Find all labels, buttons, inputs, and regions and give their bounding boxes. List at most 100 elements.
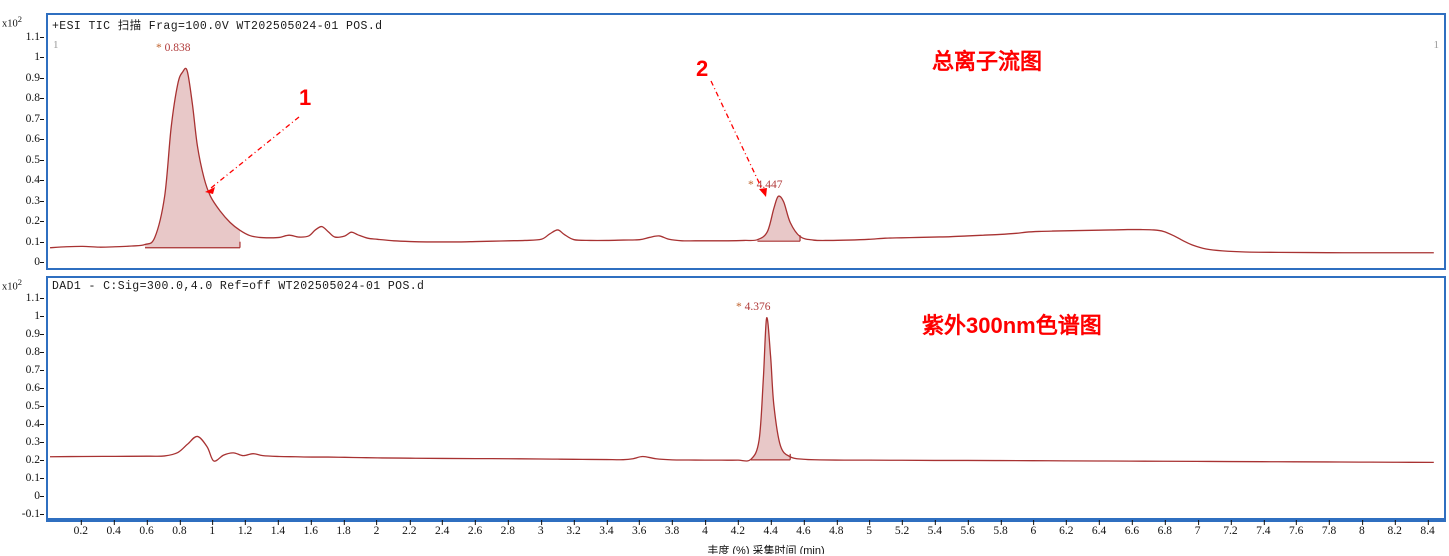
x-tick-mark — [1296, 520, 1298, 525]
y-tick-mark — [40, 478, 44, 479]
x-axis-tick: 5.4 — [928, 520, 942, 537]
x-axis-tick: 6.2 — [1059, 520, 1073, 537]
y-axis-tick: 0.3 — [26, 195, 44, 207]
y-tick-mark — [40, 200, 44, 202]
x-axis: 丰度 (%) 采集时间 (min) 0.2 0.4 0.6 0.8 1 1.2 1.4 1.6… — [46, 520, 1446, 556]
x-axis-tick: 6.6 — [1125, 520, 1139, 537]
x-axis-tick: 2.4 — [435, 520, 449, 537]
y-tick-mark — [40, 316, 44, 317]
x-tick-mark — [1033, 520, 1035, 525]
dad-panel[interactable]: DAD1 - C:Sig=300.0,4.0 Ref=off WT2025050… — [46, 276, 1446, 520]
x-axis-tick: 7.2 — [1223, 520, 1238, 537]
x-tick-mark — [1197, 520, 1199, 525]
y-axis-tick: 0.2 — [26, 454, 44, 466]
x-tick-mark — [606, 520, 608, 525]
dad-exponent-base: x10 — [2, 281, 18, 293]
x-tick-mark — [672, 520, 674, 525]
x-tick-mark — [934, 520, 936, 525]
x-axis-tick: 0.4 — [107, 520, 121, 537]
peak-star-icon: * — [736, 301, 742, 313]
x-axis-tick: 0.2 — [74, 520, 88, 537]
x-tick-mark — [1329, 520, 1331, 525]
dad-exponent-power: 2 — [17, 277, 22, 287]
x-tick-mark — [1000, 520, 1002, 525]
tic-corner-left-marker: 1 — [53, 39, 59, 51]
y-axis-tick: 0.8 — [26, 346, 44, 358]
x-tick-mark — [803, 520, 805, 525]
dad-plot-area[interactable] — [48, 278, 1444, 518]
x-tick-mark — [376, 520, 378, 525]
x-tick-mark — [869, 520, 871, 525]
y-tick-mark — [40, 424, 44, 425]
chromatogram-trace — [49, 317, 1434, 464]
x-axis-tick: 3.8 — [665, 520, 679, 537]
x-axis-tick: 5.2 — [895, 520, 909, 537]
tic-annotation-text: 总离子流图 — [932, 49, 1043, 74]
x-axis-tick: 1.2 — [238, 520, 252, 537]
x-tick-mark — [1099, 520, 1101, 525]
x-axis-tick: 7.4 — [1256, 520, 1271, 537]
x-tick-mark — [179, 520, 181, 525]
x-axis-tick: 4.6 — [796, 520, 811, 537]
x-axis-tick: 4.8 — [829, 520, 844, 537]
dad-y-axis: 1.1 1 0.9 0.8 0.7 0.6 0.5 0.4 0.3 0.2 0.1 0 -0.1 — [0, 276, 44, 520]
callout-number-2: 2 — [696, 56, 709, 81]
x-tick-mark — [1361, 520, 1363, 525]
x-axis-tick: 4.2 — [731, 520, 745, 537]
tic-trace-svg — [49, 67, 1434, 254]
y-tick-mark — [40, 98, 44, 100]
tic-peak-1-rt: 0.838 — [164, 42, 191, 54]
x-tick-mark — [507, 520, 509, 525]
x-axis-line — [46, 520, 1446, 522]
y-tick-mark — [40, 241, 44, 243]
x-tick-mark — [245, 520, 247, 525]
y-axis-tick: 0.4 — [26, 418, 44, 430]
y-axis-tick: 0 — [34, 256, 44, 268]
y-tick-mark — [40, 180, 44, 182]
x-tick-mark — [343, 520, 345, 525]
x-axis-tick: 7.8 — [1322, 520, 1336, 537]
x-axis-tick: 3.6 — [632, 520, 646, 537]
tic-exponent-power: 2 — [17, 14, 22, 24]
y-axis-tick: 0.4 — [26, 174, 44, 186]
x-axis-tick: 1 — [209, 520, 215, 537]
x-axis-tick: 0.8 — [172, 520, 187, 537]
x-axis-tick: 3 — [538, 520, 544, 537]
y-axis-tick: 0.9 — [26, 72, 44, 84]
tic-panel[interactable]: +ESI TIC 扫描 Frag=100.0V WT202505024-01 P… — [46, 13, 1446, 270]
y-tick-mark — [40, 388, 44, 389]
y-tick-mark — [40, 460, 44, 461]
x-tick-mark — [836, 520, 838, 525]
peak-star-icon: * — [156, 42, 162, 54]
x-tick-mark — [770, 520, 772, 525]
x-axis-tick: 3.4 — [599, 520, 614, 537]
y-tick-mark — [40, 298, 44, 299]
x-axis-tick: 1.4 — [271, 520, 285, 537]
x-tick-mark — [1131, 520, 1133, 525]
y-axis-tick: 0.1 — [26, 236, 44, 248]
x-tick-mark — [540, 520, 542, 525]
x-tick-mark — [113, 520, 115, 525]
tic-plot-area[interactable] — [48, 15, 1444, 268]
x-tick-mark — [704, 520, 706, 525]
y-tick-mark — [40, 352, 44, 353]
y-tick-mark — [40, 334, 44, 335]
x-tick-mark — [1066, 520, 1068, 525]
y-axis-tick: 0.6 — [26, 382, 44, 394]
y-axis-tick: 0.8 — [26, 92, 44, 104]
y-tick-mark — [40, 159, 44, 161]
x-tick-mark — [902, 520, 904, 525]
x-axis-tick: 6 — [1031, 520, 1036, 537]
integrated-peak-fill — [144, 68, 240, 248]
y-tick-mark — [40, 77, 44, 79]
x-axis-tick: 8.2 — [1388, 520, 1402, 537]
x-axis-tick: 7 — [1195, 520, 1201, 537]
x-axis-tick: 6.8 — [1158, 520, 1172, 537]
y-axis-tick: 0.1 — [26, 472, 44, 484]
dad-panel-header: DAD1 - C:Sig=300.0,4.0 Ref=off WT2025050… — [52, 280, 425, 293]
y-axis-tick: -0.1 — [22, 508, 44, 520]
dad-peak-1-rt: 4.376 — [744, 301, 771, 313]
y-axis-tick: 0.2 — [26, 215, 44, 227]
x-tick-mark — [277, 520, 279, 525]
